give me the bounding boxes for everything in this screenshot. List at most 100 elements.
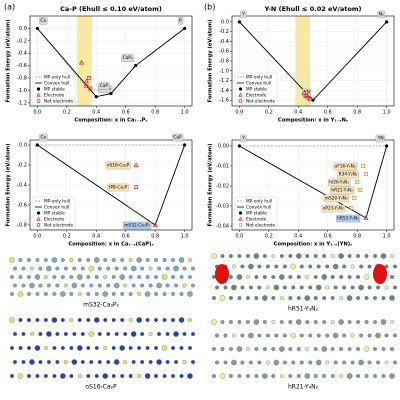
atom xyxy=(27,275,31,279)
atom xyxy=(63,360,68,364)
atom xyxy=(299,285,304,290)
atom xyxy=(254,275,259,279)
atom xyxy=(305,275,310,279)
point-label: tP8-Ca₂P xyxy=(107,183,129,192)
legend-swatch xyxy=(238,211,243,215)
atom xyxy=(330,374,335,378)
atom xyxy=(316,333,321,338)
atom xyxy=(240,360,245,365)
point xyxy=(94,95,98,99)
atom xyxy=(350,333,355,338)
atom xyxy=(46,360,51,364)
atom xyxy=(187,291,193,297)
atom xyxy=(393,264,397,269)
atom xyxy=(356,320,361,324)
legend-label: Convex hull xyxy=(246,81,271,87)
atom xyxy=(376,285,380,290)
legend-label: Electrode xyxy=(44,93,65,99)
atom xyxy=(373,347,377,351)
atom xyxy=(248,360,253,365)
atom xyxy=(339,347,344,351)
legend-swatch xyxy=(238,223,243,227)
point-label-text: YN xyxy=(377,136,384,142)
atom xyxy=(123,332,128,336)
atom xyxy=(279,374,284,378)
atom xyxy=(299,360,304,365)
atom xyxy=(191,332,195,336)
panel-letter: (a) xyxy=(4,3,15,12)
atom xyxy=(80,360,85,364)
atom xyxy=(288,254,293,258)
atom xyxy=(55,283,60,288)
atom xyxy=(29,282,35,289)
atom xyxy=(21,332,26,336)
atom xyxy=(38,266,43,271)
atom xyxy=(86,275,91,279)
point-label-text: oF16-Y₄N₃ xyxy=(335,164,356,170)
atom xyxy=(154,318,159,322)
atom xyxy=(29,359,35,365)
atom xyxy=(308,333,313,338)
point-label-text: hR21-Y₄N₂ xyxy=(331,188,353,194)
atom xyxy=(342,360,347,365)
atom xyxy=(271,347,276,351)
atom xyxy=(43,258,48,262)
label-box xyxy=(337,170,359,179)
point-label: oF16-Y₄N₃ xyxy=(333,162,357,171)
atom xyxy=(316,264,321,269)
atom xyxy=(288,320,293,324)
atom xyxy=(346,373,353,379)
atom xyxy=(89,360,94,364)
atom xyxy=(296,374,301,378)
atom xyxy=(165,332,170,336)
point-label-text: CaP xyxy=(173,135,182,141)
atom xyxy=(55,266,60,271)
atom xyxy=(333,285,338,290)
point xyxy=(385,20,389,24)
atom xyxy=(229,275,233,279)
atom xyxy=(248,285,253,290)
atom xyxy=(86,318,91,322)
atom xyxy=(60,291,66,297)
atom xyxy=(262,295,268,301)
x-tick-label: 1.0 xyxy=(181,234,189,240)
atom xyxy=(356,275,361,279)
atom xyxy=(215,285,219,290)
atom xyxy=(220,320,225,324)
atom xyxy=(71,282,78,289)
atom xyxy=(393,333,397,338)
structure-label: mS32-Ca₃P₂ xyxy=(83,302,119,309)
y-tick-label: -0.4 xyxy=(17,51,27,57)
point-label: hI26-Y₃N₂ xyxy=(328,178,351,187)
atom xyxy=(279,346,285,352)
atom xyxy=(274,264,279,269)
atom xyxy=(174,360,178,364)
point-label-text: Y xyxy=(241,136,245,142)
atom xyxy=(356,254,361,258)
x-axis-label: Composition: x in Y₁₋ₓNₓ xyxy=(278,118,349,124)
atom xyxy=(390,275,394,279)
atom xyxy=(381,374,386,378)
label-box xyxy=(240,10,247,19)
atom xyxy=(144,291,151,297)
atom xyxy=(179,292,184,296)
atom xyxy=(94,374,99,378)
atom xyxy=(69,374,74,378)
y-tick-label: -0.4 xyxy=(219,39,229,45)
triangle-marker xyxy=(152,222,158,227)
atom xyxy=(219,295,226,301)
hull-line xyxy=(37,144,186,226)
triangle-marker xyxy=(363,215,369,220)
label-box xyxy=(107,183,129,192)
atom xyxy=(273,359,280,366)
atom xyxy=(265,264,270,269)
atom xyxy=(223,333,228,338)
atom xyxy=(376,360,380,365)
chart-title: Ca-P (Ehull ≤ 0.10 eV/atom) xyxy=(60,5,162,13)
atom xyxy=(106,360,111,364)
atom xyxy=(240,285,245,290)
square-marker xyxy=(355,180,360,184)
atom xyxy=(279,320,284,324)
atom xyxy=(103,258,108,262)
atom xyxy=(60,275,65,279)
